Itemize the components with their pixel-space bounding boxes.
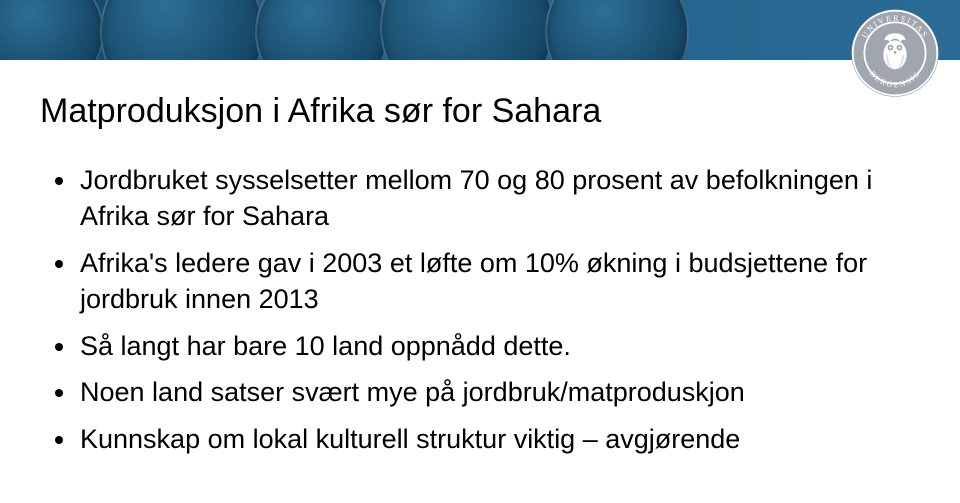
coin-decoration	[380, 0, 554, 60]
coin-decoration	[100, 0, 264, 60]
coin-decoration	[545, 0, 689, 60]
bullet-item: Jordbruket sysselsetter mellom 70 og 80 …	[78, 162, 900, 235]
coin-decoration	[255, 0, 389, 60]
slide: UNIVERSITAS BERGENSIS Matproduksjon i Af…	[0, 0, 960, 503]
slide-title: Matproduksjon i Afrika sør for Sahara	[40, 92, 601, 131]
logo-svg: UNIVERSITAS BERGENSIS	[850, 8, 940, 98]
bullet-item: Noen land satser svært mye på jordbruk/m…	[78, 374, 900, 410]
bullet-item: Så langt har bare 10 land oppnådd dette.	[78, 328, 900, 364]
header-band	[0, 0, 960, 60]
bullet-item: Kunnskap om lokal kulturell struktur vik…	[78, 421, 900, 457]
university-logo: UNIVERSITAS BERGENSIS	[850, 8, 940, 98]
coin-decoration	[0, 0, 104, 60]
owl-icon	[883, 33, 906, 69]
bullet-list: Jordbruket sysselsetter mellom 70 og 80 …	[50, 162, 900, 467]
bullet-item: Afrika's ledere gav i 2003 et løfte om 1…	[78, 245, 900, 318]
